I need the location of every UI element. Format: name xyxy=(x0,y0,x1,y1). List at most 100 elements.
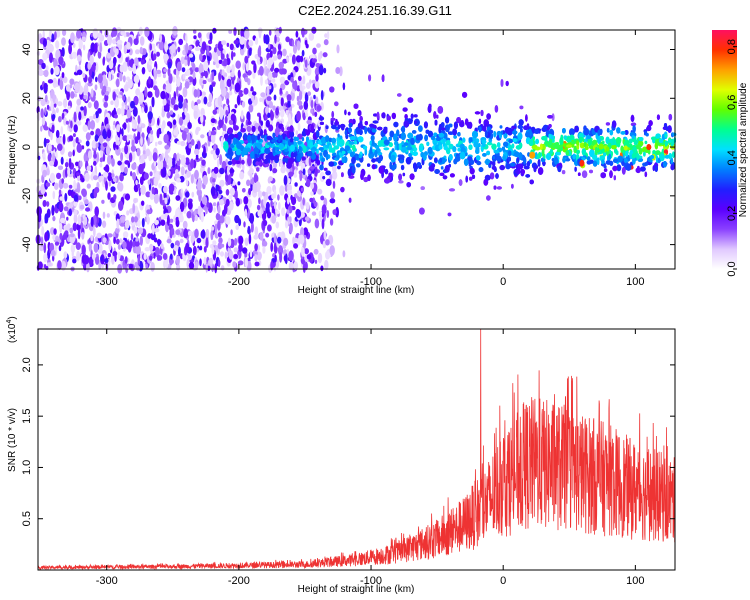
spectrogram-cell xyxy=(342,82,346,91)
spectrogram-cell xyxy=(240,128,246,133)
spectrogram-cell xyxy=(219,80,224,91)
spectrogram-cell xyxy=(368,74,372,82)
spectrogram-cell xyxy=(195,40,199,47)
spectrogram-cell xyxy=(222,124,227,132)
spectrogram-cell xyxy=(230,229,233,236)
spectrogram-cell xyxy=(260,92,266,98)
spectrogram-cell xyxy=(402,172,406,177)
spectrogram-cell xyxy=(462,91,468,98)
spectrogram-cell xyxy=(156,129,160,139)
spectrogram-cell xyxy=(184,173,188,180)
spectrogram-cell xyxy=(172,157,176,169)
spectrogram-cell xyxy=(153,228,160,233)
spectrogram-cell xyxy=(246,179,251,187)
spectrogram-cell xyxy=(597,157,600,165)
spectrogram-cell xyxy=(389,161,393,170)
spectrogram-cell xyxy=(214,263,218,274)
spectrogram-cell xyxy=(442,175,448,180)
spectrogram-cell xyxy=(277,43,282,51)
spectrogram-cell xyxy=(426,141,430,146)
spectrogram-cell xyxy=(478,167,484,173)
spectrogram-cell xyxy=(242,163,245,172)
spectrogram-cell xyxy=(246,125,252,133)
spectrogram-cell xyxy=(259,56,263,64)
spectrogram-cell xyxy=(296,110,301,122)
spectrogram-cell xyxy=(257,209,262,217)
spectrogram-cell xyxy=(130,100,135,109)
spectrogram-cell xyxy=(364,126,368,135)
spectrogram-cell xyxy=(121,105,125,117)
spectrogram-cell xyxy=(478,118,482,124)
spectrogram-cell xyxy=(160,243,164,250)
spectrogram-cell xyxy=(147,179,151,185)
spectrogram-cell xyxy=(157,238,161,247)
spectrogram-cell xyxy=(120,216,126,221)
spectrogram-cell xyxy=(486,150,490,156)
spectrogram-cell xyxy=(84,172,90,182)
spectrogram-cell xyxy=(45,182,51,188)
spectrogram-cell xyxy=(55,129,60,139)
spectrogram-cell xyxy=(64,230,69,236)
spectrogram-cell xyxy=(589,169,593,174)
spectrogram-cell xyxy=(412,130,417,134)
spectrogram-cell xyxy=(176,177,182,183)
spectrogram-cell xyxy=(249,167,254,174)
spectrogram-cell xyxy=(203,60,209,72)
spectrogram-cell xyxy=(221,40,227,46)
spectrogram-cell xyxy=(291,196,297,205)
spectrogram-cell xyxy=(229,187,235,196)
spectrogram-cell xyxy=(383,147,390,151)
spectrogram-cell xyxy=(236,94,241,106)
spectrogram-cell xyxy=(341,125,345,131)
spectrogram-cell xyxy=(149,171,153,177)
spectrogram-cell xyxy=(407,132,414,139)
spectrogram-cell xyxy=(217,95,222,107)
spectrogram-cell xyxy=(127,96,131,103)
spectrogram-cell xyxy=(600,129,603,134)
spectrogram-cell xyxy=(574,166,577,172)
spectrogram-cell xyxy=(484,130,489,137)
spectrogram-cell xyxy=(102,85,107,94)
spectrogram-cell xyxy=(167,156,173,168)
spectrogram-cell xyxy=(434,169,440,174)
spectrogram-cell xyxy=(268,71,273,81)
spectrogram-cell xyxy=(57,260,62,271)
spectrogram-cell xyxy=(232,52,236,57)
spectrogram-cell xyxy=(611,144,617,150)
spectrogram-cell xyxy=(199,53,203,61)
spectrogram-cell xyxy=(309,166,315,170)
spectrogram-cell xyxy=(561,170,566,175)
spectrogram-cell xyxy=(50,67,54,75)
spectrogram-cell xyxy=(111,158,115,167)
spectrogram-cell xyxy=(256,251,262,261)
spectrogram-cell xyxy=(102,211,106,219)
spectrogram-cell xyxy=(496,155,502,162)
spectrogram-cell xyxy=(334,101,339,107)
spectrogram-cell xyxy=(194,67,200,73)
spectrogram-cell xyxy=(257,190,263,199)
spectrogram-cell xyxy=(403,142,409,146)
spectrogram-cell xyxy=(263,197,267,207)
spectrogram-cell xyxy=(85,207,91,212)
spectrogram-cell xyxy=(464,118,469,126)
spectrogram-cell xyxy=(465,175,469,183)
spectrogram-cell xyxy=(169,122,173,129)
spectrogram-cell xyxy=(592,160,598,167)
spectrogram-cell xyxy=(437,106,444,114)
spectrogram-cell xyxy=(210,226,215,231)
spectrogram-cell xyxy=(201,196,208,205)
spectrogram-cell xyxy=(405,157,412,165)
spectrogram-cell xyxy=(119,133,123,144)
spectrogram-cell xyxy=(335,206,339,218)
spectrogram-cell xyxy=(196,189,202,197)
spectrogram-cell xyxy=(547,115,553,119)
spectrogram-cell xyxy=(308,32,315,41)
spectrogram-cell xyxy=(135,245,141,255)
spectrogram-cell xyxy=(244,55,249,64)
spectrogram-cell xyxy=(76,98,82,106)
spectrogram-cell xyxy=(149,255,153,261)
spectrogram-cell xyxy=(158,41,164,51)
spectrogram-cell xyxy=(181,67,186,73)
spectrogram-cell xyxy=(340,186,345,193)
spectrogram-cell xyxy=(320,195,325,201)
